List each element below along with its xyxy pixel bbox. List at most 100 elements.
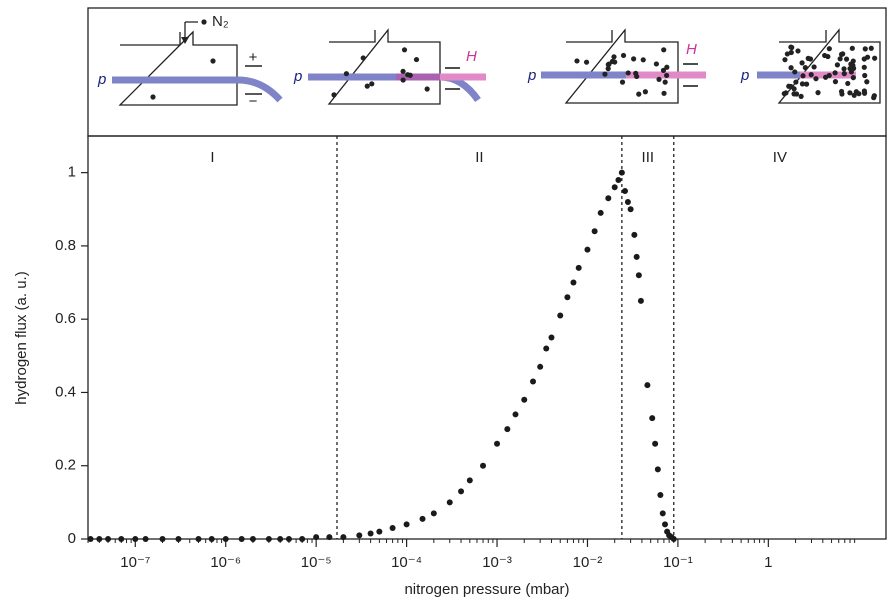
hydrogen-label: H [466, 48, 477, 65]
data-point [570, 279, 577, 286]
data-point [537, 363, 544, 370]
plus-label: + [249, 49, 258, 66]
data-point [591, 228, 598, 235]
molecule [800, 73, 806, 79]
molecule [811, 64, 817, 70]
y-tick-label: 0.6 [55, 310, 76, 327]
molecule [837, 56, 843, 62]
data-point [277, 536, 284, 542]
molecule [847, 90, 853, 96]
data-point [96, 536, 103, 542]
data-point [657, 492, 664, 499]
x-tick-label: 1 [764, 554, 772, 571]
molecule [808, 72, 814, 78]
molecules [150, 44, 878, 101]
data-point [611, 184, 618, 191]
data-point [376, 528, 383, 535]
molecule [413, 56, 420, 63]
data-point [654, 466, 661, 473]
molecule [661, 90, 667, 96]
molecule [360, 55, 366, 61]
molecule [799, 60, 805, 66]
data-point [87, 536, 94, 542]
molecule [850, 62, 856, 69]
data-point [624, 198, 631, 205]
molecule [849, 45, 855, 51]
data-point [195, 536, 202, 542]
molecule [788, 65, 794, 71]
chamber [564, 28, 679, 104]
hydrogen-label: H [686, 41, 697, 58]
molecule [841, 71, 847, 77]
molecule [401, 47, 408, 53]
molecule [661, 47, 667, 53]
molecule [400, 68, 406, 74]
molecule [331, 92, 337, 98]
molecule [822, 52, 828, 59]
x-tick-label: 10⁻⁵ [301, 554, 332, 571]
region-label: IV [773, 149, 787, 166]
molecule [826, 46, 832, 52]
data-point [659, 510, 666, 517]
molecule [788, 49, 794, 56]
molecule [407, 72, 413, 78]
molecule [642, 89, 648, 95]
molecule [845, 80, 851, 87]
schematic-panel: N₂ p + − p H p H p [87, 7, 887, 137]
data-point [356, 532, 363, 539]
molecule [798, 93, 804, 100]
data-point [575, 264, 582, 271]
data-point [222, 536, 229, 542]
y-tick-label: 0.2 [55, 457, 76, 474]
molecule [343, 71, 350, 77]
data-point [208, 536, 215, 542]
data-point [367, 530, 374, 537]
arrow-head [181, 37, 189, 44]
proton-label: p [527, 67, 536, 84]
data-point [548, 334, 555, 341]
data-point [466, 477, 473, 484]
data-point [249, 536, 256, 542]
molecule [813, 76, 819, 82]
molecule [803, 81, 810, 87]
data-point [649, 415, 656, 422]
region-label: III [642, 149, 655, 166]
molecule [640, 57, 646, 63]
data-point [662, 521, 669, 528]
y-tick-label: 0.4 [55, 383, 76, 400]
data-point [340, 534, 347, 541]
molecule [868, 45, 874, 51]
proton-label: p [97, 71, 106, 88]
y-axis-label: hydrogen flux (a. u.) [13, 271, 30, 404]
data-point [494, 440, 501, 447]
molecule [832, 70, 838, 76]
molecule [369, 81, 375, 87]
molecule [424, 86, 430, 92]
molecule [862, 46, 868, 52]
molecule [793, 79, 799, 85]
molecule [862, 72, 868, 79]
region-label: II [475, 149, 483, 166]
molecule [841, 66, 847, 72]
molecule [792, 69, 798, 75]
data-point [633, 253, 640, 260]
molecule [856, 91, 862, 97]
chamber [327, 28, 441, 105]
gas-label: N₂ [212, 13, 229, 30]
data-point [530, 378, 537, 385]
x-tick-label: 10⁻² [573, 554, 603, 571]
molecule [851, 92, 857, 98]
molecule [636, 91, 642, 97]
data-point [132, 536, 139, 542]
molecule [602, 71, 608, 77]
molecule [861, 64, 867, 70]
data-point [403, 521, 410, 528]
data-point [159, 536, 166, 542]
molecule [625, 70, 631, 76]
data-point [480, 462, 487, 469]
data-point [584, 246, 591, 253]
data-point [419, 515, 426, 522]
data-point [644, 382, 651, 389]
molecule [789, 44, 795, 51]
